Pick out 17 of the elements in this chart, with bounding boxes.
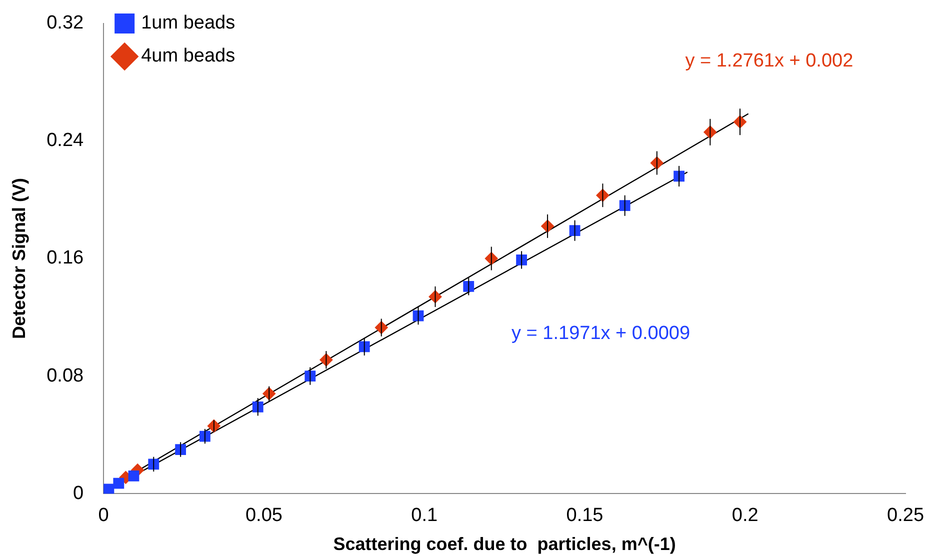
y-tick-label: 0.08 [46,365,84,386]
legend-label: 1um beads [141,12,236,34]
annotation: y = 1.2761x + 0.002 [685,50,854,72]
x-tick-label: 0.2 [732,505,758,526]
y-tick-label: 0.32 [46,12,84,34]
y-tick-label: 0.16 [46,248,84,269]
x-axis-title: Scattering coef. due to particles, m^(-1) [333,534,676,554]
x-tick-label: 0.15 [566,505,604,526]
legend-label: 4um beads [141,46,236,67]
annotation: y = 1.1971x + 0.0009 [512,322,690,344]
x-tick-label: 0 [98,505,109,526]
y-tick-label: 0 [73,482,84,504]
x-tick-label: 0.1 [411,505,438,526]
y-axis-title: Detector Signal (V) [8,178,29,340]
y-tick-label: 0.24 [46,130,84,152]
x-tick-label: 0.25 [887,505,924,526]
x-tick-label: 0.05 [245,505,282,526]
